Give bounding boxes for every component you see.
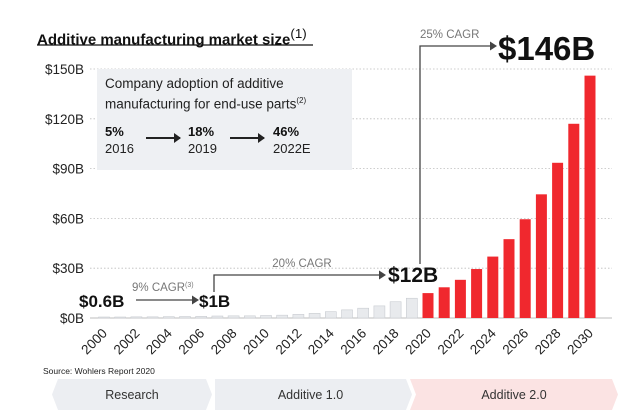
bar-2028 (552, 162, 564, 318)
bar-2009 (244, 315, 256, 319)
bar-2000 (98, 316, 110, 319)
bar-2021 (438, 287, 450, 318)
x-tick-label: 2000 (78, 326, 110, 358)
adoption-value: 5% (105, 124, 124, 139)
bar-2003 (146, 316, 159, 319)
bar-2010 (260, 315, 272, 319)
adoption-year: 2019 (188, 141, 217, 156)
x-tick-label: 2012 (273, 326, 305, 358)
bar-2015 (341, 309, 353, 319)
bar-2002 (130, 316, 143, 319)
bar-2023 (471, 269, 483, 318)
bar-2027 (535, 194, 547, 318)
x-tick-label: 2020 (402, 326, 434, 358)
bar-2022 (454, 279, 466, 318)
x-tick-label: 2014 (305, 325, 337, 357)
x-tick-label: 2026 (499, 326, 531, 358)
cagr3-arrowhead-icon (490, 41, 497, 51)
cagr3-label: 25% CAGR (420, 29, 479, 41)
chart-title: Additive manufacturing market size(1) (37, 26, 307, 49)
phase-label: Additive 2.0 (481, 387, 547, 402)
adoption-point-2022e: 46% 2022E (273, 124, 311, 156)
x-tick-label: 2024 (467, 325, 499, 357)
cagr2-label: 20% CAGR (272, 258, 331, 270)
bar-2019 (405, 297, 418, 319)
inset-heading-note: (2) (296, 96, 307, 105)
x-tick-label: 2028 (532, 326, 564, 358)
phase-additive-1: Additive 1.0 (215, 379, 406, 410)
inset-heading: Company adoption of additive manufacturi… (105, 75, 345, 113)
cagr1-arrowhead-icon (192, 295, 199, 305)
cagr2-arrow-line (213, 274, 380, 292)
bar-2007 (211, 315, 224, 319)
inset-heading-text: Company adoption of additive manufacturi… (105, 76, 297, 112)
cagr2-arrowhead-icon (379, 270, 386, 280)
adoption-point-2016: 5% 2016 (105, 124, 134, 156)
x-tick-label: 2018 (370, 326, 402, 358)
bar-2029 (568, 123, 580, 318)
y-tick-label: $0B (60, 311, 84, 326)
phase-label: Additive 1.0 (277, 387, 344, 402)
bar-2018 (389, 301, 402, 319)
x-tick-label: 2002 (111, 326, 143, 358)
bar-2001 (114, 316, 126, 319)
adoption-value: 18% (188, 124, 215, 139)
bar-2014 (324, 311, 337, 319)
bar-2025 (503, 239, 515, 318)
cagr1-note: (3) (185, 282, 194, 289)
bar-2030 (584, 75, 596, 318)
mid-value-label: $1B (199, 292, 230, 311)
bar-2020 (422, 293, 434, 318)
x-tick-label: 2022 (435, 326, 467, 358)
y-tick-label: $60B (52, 211, 84, 226)
phase-research: Research (58, 379, 206, 410)
phase-label: Research (105, 387, 159, 402)
bar-2016 (357, 307, 370, 319)
adoption-inset: Company adoption of additive manufacturi… (97, 69, 352, 170)
bar-2013 (308, 313, 321, 319)
start-value-label: $0.6B (79, 292, 124, 311)
y-tick-label: $90B (52, 162, 84, 177)
adoption-value: 46% (273, 124, 300, 139)
cagr3-arrow-line (419, 45, 490, 264)
chart-title-note: (1) (290, 26, 307, 41)
bar-2017 (373, 305, 386, 319)
y-tick-label: $30B (52, 261, 84, 276)
cagr1-label: 9% CAGR(3) (132, 282, 194, 294)
x-tick-label: 2010 (240, 326, 272, 358)
x-tick-label: 2008 (208, 326, 240, 358)
bar-2024 (487, 256, 499, 318)
adoption-point-2019: 18% 2019 (188, 124, 217, 156)
bar-2008 (227, 315, 240, 319)
phase-additive-2: Additive 2.0 (416, 379, 612, 410)
bar-2005 (179, 316, 191, 319)
source-note: Source: Wohlers Report 2020 (43, 366, 155, 376)
x-tick-label: 2004 (143, 325, 175, 357)
bar-2012 (292, 314, 305, 319)
x-tick-label: 2006 (175, 326, 207, 358)
chart-title-text: Additive manufacturing market size (37, 31, 291, 49)
adoption-year: 2016 (105, 141, 134, 156)
bar-2006 (195, 316, 207, 319)
y-tick-label: $120B (45, 112, 84, 127)
x-tick-label: 2030 (564, 326, 596, 358)
value-146-label: $146B (498, 30, 595, 67)
value-12-label: $12B (388, 264, 438, 287)
bar-2011 (276, 314, 289, 319)
bar-2026 (519, 219, 531, 318)
x-tick-label: 2016 (337, 326, 369, 358)
bar-2004 (163, 316, 175, 319)
adoption-arrow-icon (230, 133, 265, 143)
adoption-year: 2022E (273, 141, 311, 156)
adoption-arrow-icon (146, 133, 181, 143)
y-tick-label: $150B (45, 62, 84, 77)
